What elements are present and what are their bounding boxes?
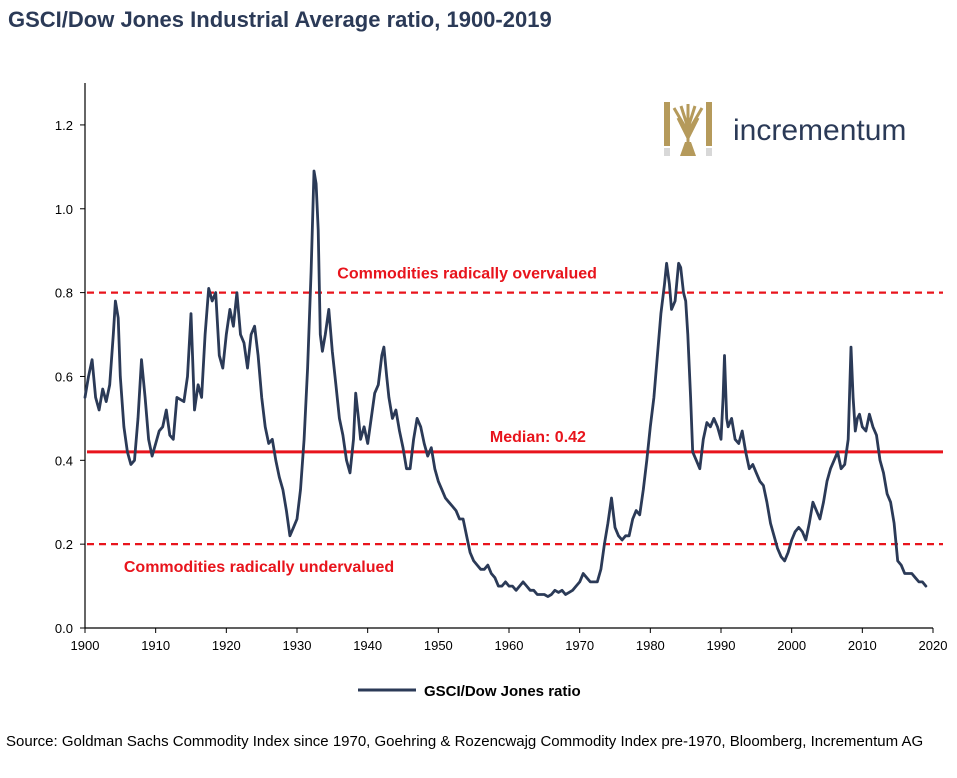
legend: GSCI/Dow Jones ratio (358, 683, 581, 700)
y-tick-label: 0.0 (55, 621, 73, 636)
x-tick-label: 2020 (919, 638, 948, 653)
reference-line-label: Commodities radically undervalued (124, 559, 394, 576)
incrementum-logo: incrementum (664, 102, 906, 156)
x-tick-label: 1970 (565, 638, 594, 653)
x-tick-label: 1940 (353, 638, 382, 653)
y-tick-label: 0.8 (55, 286, 73, 301)
x-tick-label: 1980 (636, 638, 665, 653)
x-tick-label: 1910 (141, 638, 170, 653)
source-note: Source: Goldman Sachs Commodity Index si… (6, 733, 924, 750)
y-tick-label: 1.2 (55, 118, 73, 133)
chart-title: GSCI/Dow Jones Industrial Average ratio,… (8, 7, 552, 32)
series-layer (83, 169, 928, 598)
reference-line-label: Median: 0.42 (490, 429, 586, 446)
x-tick-label: 1930 (283, 638, 312, 653)
x-tick-label: 1960 (495, 638, 524, 653)
logo-text: incrementum (733, 114, 906, 147)
tree-logo-icon (664, 102, 712, 156)
axes: 0.0 0.2 0.4 0.6 0.8 1.0 1.2 1900 1910 1920 1930 194… (55, 83, 948, 653)
x-tick-label: 1900 (71, 638, 100, 653)
y-tick-label: 0.6 (55, 369, 73, 384)
y-tick-label: 0.4 (55, 453, 73, 468)
x-tick-label: 1920 (212, 638, 241, 653)
x-tick-label: 2010 (848, 638, 877, 653)
x-tick-label: 1950 (424, 638, 453, 653)
reference-lines: Commodities radically overvalued Median: … (87, 266, 943, 576)
y-tick-label: 0.2 (55, 537, 73, 552)
legend-label: GSCI/Dow Jones ratio (424, 683, 581, 700)
y-tick-label: 1.0 (55, 202, 73, 217)
series-line (83, 169, 928, 598)
x-tick-label: 2000 (777, 638, 806, 653)
reference-line-label: Commodities radically overvalued (337, 266, 597, 283)
x-tick-label: 1990 (707, 638, 736, 653)
line-chart: incrementum 0.0 0.2 0.4 0.6 0.8 1.0 1.2 1900 191… (55, 83, 948, 700)
